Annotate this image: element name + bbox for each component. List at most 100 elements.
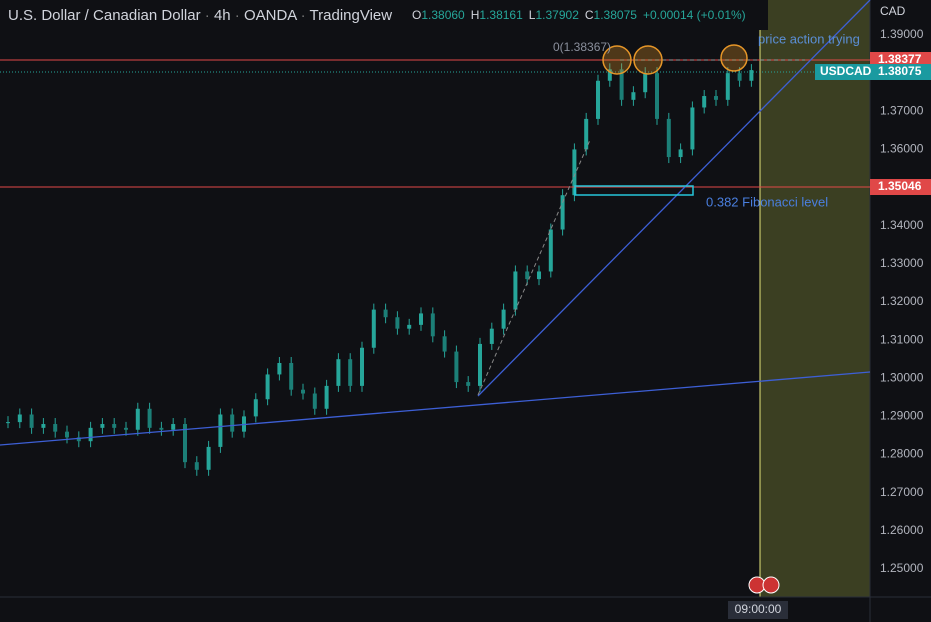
- price-tick: 1.29000: [880, 409, 924, 423]
- candle: [289, 363, 294, 390]
- candle: [395, 317, 400, 329]
- candle: [301, 389, 305, 394]
- candle: [230, 414, 235, 432]
- ohlc: O1.38060 H1.38161 L1.37902 C1.38075 +0.00014…: [412, 8, 746, 22]
- price-tick: 1.34000: [880, 218, 924, 232]
- candle: [560, 195, 565, 230]
- candle: [371, 309, 376, 348]
- candle: [124, 427, 128, 430]
- candle: [100, 424, 105, 428]
- candle: [407, 324, 412, 329]
- candle: [678, 149, 683, 158]
- price-tick: 1.39000: [880, 27, 924, 41]
- candle: [619, 69, 624, 100]
- price-tick: 1.32000: [880, 294, 924, 308]
- candle: [348, 359, 353, 386]
- price-tick: 1.25000: [880, 561, 924, 575]
- change: +0.00014 (+0.01%): [643, 8, 746, 22]
- candle: [525, 271, 530, 280]
- candle: [53, 424, 58, 432]
- candle: [336, 359, 341, 386]
- candle: [206, 446, 211, 470]
- candle: [749, 70, 754, 81]
- ohlc-label: O: [412, 8, 421, 22]
- header-bg: [0, 0, 768, 30]
- candle: [466, 382, 471, 386]
- candle: [312, 393, 317, 409]
- symbol-badge-text: USDCAD: [820, 64, 872, 78]
- fib-line: [477, 139, 591, 396]
- candle: [360, 347, 364, 386]
- price-tick: 1.27000: [880, 485, 924, 499]
- candle: [607, 69, 612, 81]
- platform: TradingView: [310, 7, 393, 24]
- candle: [584, 118, 589, 150]
- ohlc-label: C: [585, 8, 594, 22]
- price-badge-text: 1.38377: [878, 52, 922, 66]
- candle: [489, 328, 494, 344]
- candle: [548, 229, 553, 272]
- annotation: 0.382 Fibonacci level: [706, 194, 828, 209]
- highlight-circle: [633, 45, 663, 75]
- candle: [419, 313, 423, 325]
- interval: 4h: [214, 7, 231, 24]
- fib-label: 0(1.38367): [553, 40, 611, 54]
- candle: [513, 271, 518, 310]
- candle: [112, 424, 117, 428]
- time-label: 09:00:00: [735, 602, 782, 616]
- candle: [737, 73, 742, 81]
- price-tick: 1.31000: [880, 332, 924, 346]
- candle: [183, 424, 187, 463]
- legend[interactable]: U.S. Dollar / Canadian Dollar · 4h · OAN…: [8, 7, 392, 24]
- time-badge: [728, 601, 788, 619]
- candle: [265, 374, 270, 400]
- candle: [88, 427, 93, 442]
- candle: [442, 336, 447, 352]
- candle: [655, 73, 659, 119]
- candle: [725, 73, 730, 100]
- price-badge-text: 1.35046: [878, 179, 922, 193]
- price-tick: 1.26000: [880, 523, 924, 537]
- candle: [17, 414, 22, 423]
- candle: [702, 96, 707, 108]
- candle: [430, 313, 435, 337]
- ohlc-value: 1.37902: [535, 8, 579, 22]
- candle: [690, 107, 695, 150]
- candle: [383, 309, 388, 318]
- future-zone: [760, 0, 870, 597]
- candle: [171, 424, 176, 430]
- candle: [478, 343, 482, 386]
- trendline: [477, 0, 871, 397]
- price-badge-text: 1.38075: [878, 64, 922, 78]
- candle: [666, 118, 671, 158]
- event-icon[interactable]: [762, 576, 780, 594]
- candle: [537, 271, 541, 280]
- candle: [41, 424, 46, 428]
- highlight-circle: [602, 45, 632, 75]
- candle: [147, 408, 152, 428]
- annotation: price action trying: [758, 31, 860, 46]
- trendline: [0, 371, 871, 446]
- candle: [135, 408, 140, 430]
- ohlc-value: 1.38075: [594, 8, 638, 22]
- price-tick: 1.28000: [880, 447, 924, 461]
- candle: [6, 422, 10, 424]
- candle: [277, 363, 282, 375]
- candle: [596, 80, 600, 119]
- candle: [29, 414, 34, 428]
- ohlc-label: H: [471, 8, 480, 22]
- candle: [194, 462, 199, 470]
- candle: [631, 92, 636, 100]
- price-badge: [815, 64, 931, 80]
- candle: [65, 431, 69, 438]
- candle: [324, 385, 329, 409]
- candle: [218, 414, 223, 447]
- candle: [253, 399, 258, 417]
- ohlc-label: L: [529, 8, 536, 22]
- price-badge: [870, 179, 931, 195]
- price-tick: 1.36000: [880, 142, 924, 156]
- price-tick: 1.33000: [880, 256, 924, 270]
- ohlc-value: 1.38161: [479, 8, 523, 22]
- price-tick: 1.30000: [880, 370, 924, 384]
